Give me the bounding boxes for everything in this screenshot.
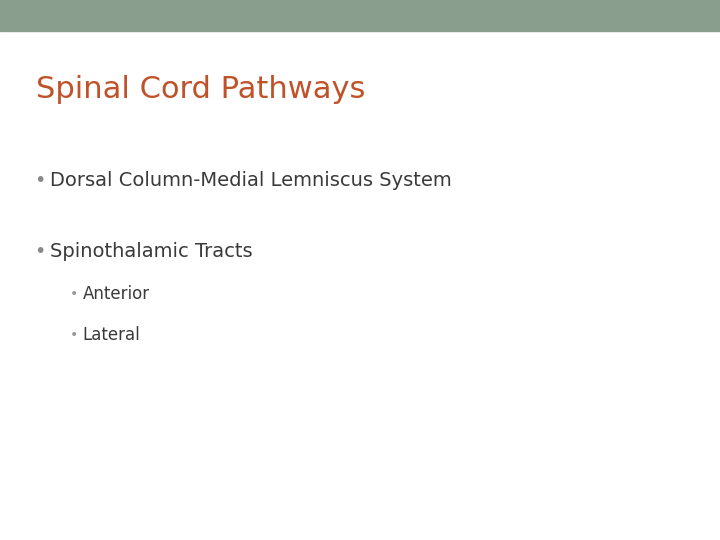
Text: •: • bbox=[35, 171, 46, 191]
Text: •: • bbox=[70, 287, 78, 301]
Text: Spinothalamic Tracts: Spinothalamic Tracts bbox=[50, 241, 253, 261]
Text: Lateral: Lateral bbox=[83, 326, 140, 344]
Text: Dorsal Column-Medial Lemniscus System: Dorsal Column-Medial Lemniscus System bbox=[50, 171, 452, 191]
Bar bbox=[0, 0, 720, 31]
Text: Spinal Cord Pathways: Spinal Cord Pathways bbox=[36, 75, 365, 104]
Text: •: • bbox=[35, 241, 46, 261]
Text: •: • bbox=[70, 328, 78, 342]
Text: Anterior: Anterior bbox=[83, 285, 150, 303]
